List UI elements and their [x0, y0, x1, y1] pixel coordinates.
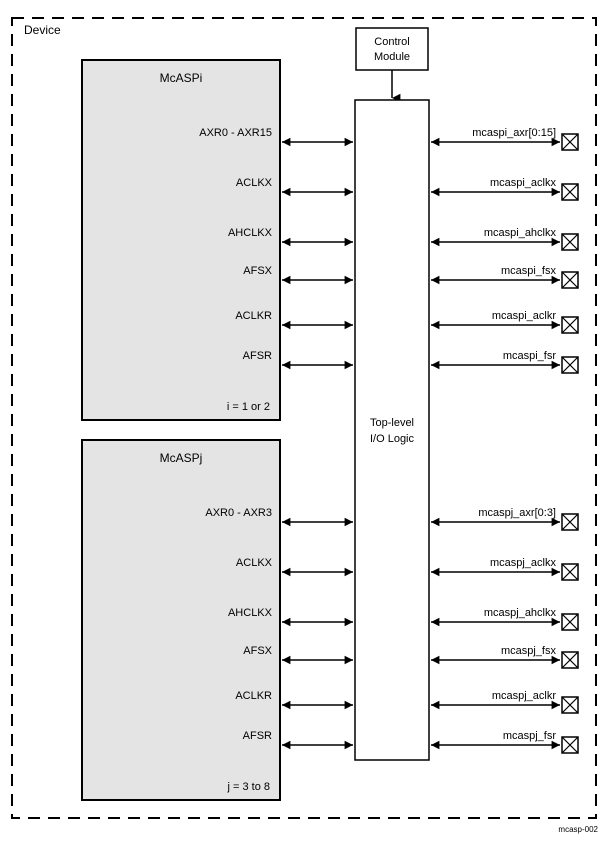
- mcaspj-block: [82, 440, 280, 800]
- io-pin: [562, 564, 578, 580]
- figure-ref: mcasp-002: [558, 825, 598, 834]
- signal-label: mcaspi_fsx: [501, 265, 557, 277]
- io-pin: [562, 514, 578, 530]
- io-pin: [562, 737, 578, 753]
- io-pin: [562, 652, 578, 668]
- control-module: [356, 28, 428, 70]
- io-logic-label-1: Top-level: [370, 417, 414, 429]
- signal-label: mcaspj_axr[0:3]: [478, 507, 556, 519]
- signal-label: mcaspj_aclkr: [492, 690, 557, 702]
- io-pin: [562, 272, 578, 288]
- io-pin: [562, 317, 578, 333]
- mcaspi-port-label: ACLKR: [235, 310, 272, 322]
- signal-label: mcaspi_fsr: [503, 350, 557, 362]
- mcaspi-port-label: AFSR: [243, 350, 272, 362]
- mcaspi-block: [82, 60, 280, 420]
- signal-label: mcaspj_ahclkx: [484, 607, 557, 619]
- signal-label: mcaspi_aclkr: [492, 310, 557, 322]
- io-pin: [562, 614, 578, 630]
- mcaspj-footnote: j = 3 to 8: [226, 781, 270, 793]
- io-logic-block: [355, 100, 429, 760]
- mcaspi-port-label: AXR0 - AXR15: [199, 127, 272, 139]
- mcaspj-port-label: AXR0 - AXR3: [205, 507, 272, 519]
- signal-label: mcaspj_fsr: [503, 730, 557, 742]
- io-pin: [562, 184, 578, 200]
- mcaspi-footnote: i = 1 or 2: [227, 401, 270, 413]
- mcaspi-title: McASPi: [160, 71, 203, 85]
- mcaspi-port-label: AHCLKX: [228, 227, 273, 239]
- mcaspj-port-label: AFSR: [243, 730, 272, 742]
- io-logic-label-2: I/O Logic: [370, 433, 415, 445]
- signal-label: mcaspj_fsx: [501, 645, 557, 657]
- io-pin: [562, 234, 578, 250]
- control-module-label-1: Control: [374, 36, 409, 48]
- mcaspi-port-label: ACLKX: [236, 177, 273, 189]
- io-pin: [562, 697, 578, 713]
- io-pin: [562, 134, 578, 150]
- mcaspi-port-label: AFSX: [243, 265, 272, 277]
- signal-label: mcaspi_aclkx: [490, 177, 557, 189]
- io-pin: [562, 357, 578, 373]
- control-module-label-2: Module: [374, 51, 410, 63]
- signal-label: mcaspi_ahclkx: [484, 227, 557, 239]
- mcaspj-port-label: ACLKX: [236, 557, 273, 569]
- signal-label: mcaspi_axr[0:15]: [472, 127, 556, 139]
- mcaspj-port-label: AHCLKX: [228, 607, 273, 619]
- mcaspj-port-label: AFSX: [243, 645, 272, 657]
- device-label: Device: [24, 23, 61, 37]
- mcaspj-title: McASPj: [160, 451, 203, 465]
- mcaspj-port-label: ACLKR: [235, 690, 272, 702]
- signal-label: mcaspj_aclkx: [490, 557, 557, 569]
